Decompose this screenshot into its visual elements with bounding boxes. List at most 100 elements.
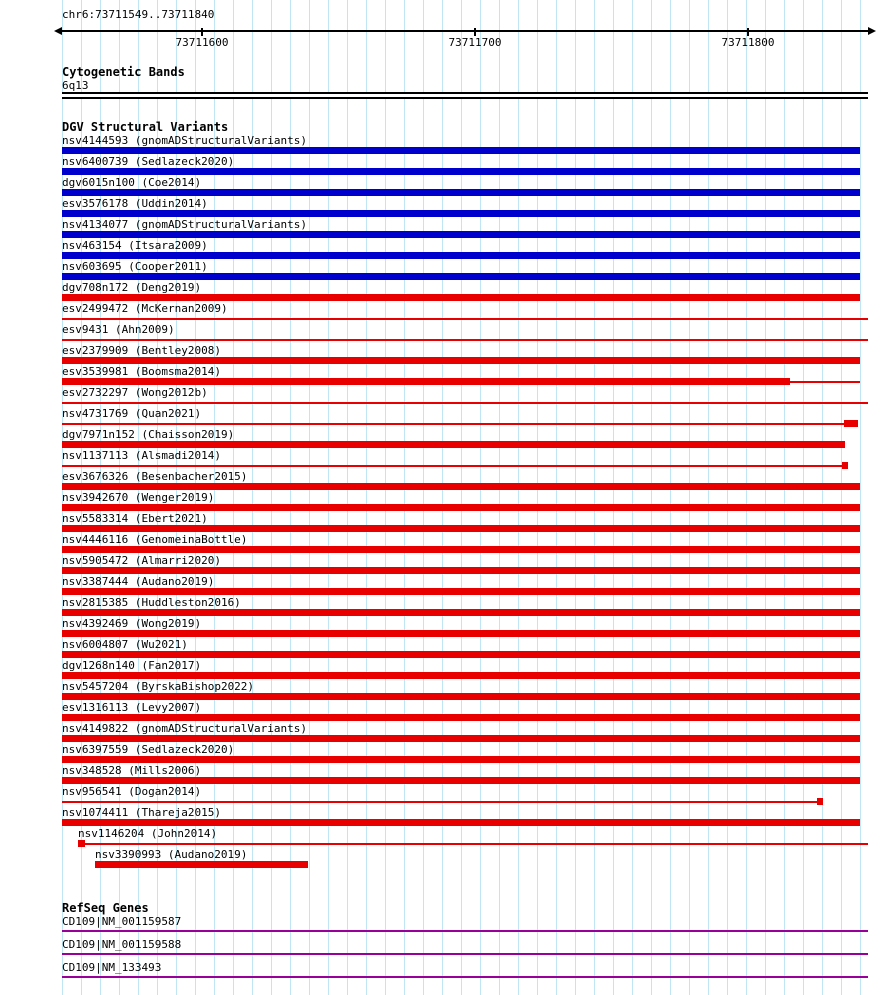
ruler-right-arrow-icon (868, 27, 876, 35)
variant-glyph[interactable] (62, 147, 868, 155)
variant-glyph[interactable] (62, 840, 868, 848)
variant-row: esv2732297 (Wong2012b) (62, 386, 868, 407)
variant-bar-thick[interactable] (844, 420, 858, 427)
variant-glyph[interactable] (62, 189, 868, 197)
variant-label: nsv4731769 (Quan2021) (62, 407, 202, 420)
variant-bar-thick[interactable] (62, 357, 860, 364)
cytoband-glyph[interactable] (62, 92, 868, 99)
variant-bar-thick[interactable] (62, 609, 860, 616)
variant-glyph[interactable] (62, 714, 868, 722)
coordinate-ruler: 73711600 73711700 73711800 (54, 27, 876, 49)
variant-label: esv2379909 (Bentley2008) (62, 344, 221, 357)
variant-row: nsv4731769 (Quan2021) (62, 407, 868, 428)
variant-glyph[interactable] (62, 462, 868, 470)
variant-glyph[interactable] (62, 210, 868, 218)
gene-line[interactable] (62, 930, 868, 932)
variant-bar-thin[interactable] (62, 339, 868, 341)
variant-label: nsv4392469 (Wong2019) (62, 617, 202, 630)
refseq-gene-list: CD109|NM_001159587 CD109|NM_001159588 CD10… (62, 915, 868, 984)
variant-bar-thick[interactable] (62, 441, 845, 448)
variant-bar-thick[interactable] (62, 168, 860, 175)
gene-line[interactable] (62, 976, 868, 978)
variant-bar-thick[interactable] (62, 546, 860, 553)
variant-bar-thick[interactable] (62, 210, 860, 217)
variant-glyph[interactable] (62, 336, 868, 344)
gene-label: CD109|NM_133493 (62, 961, 162, 974)
variant-glyph[interactable] (62, 399, 868, 407)
variant-bar-thick[interactable] (842, 462, 848, 469)
variant-bar-thick[interactable] (62, 294, 860, 301)
ruler-ticks: 73711600 73711700 73711800 (62, 28, 868, 49)
variant-bar-thin[interactable] (62, 318, 868, 320)
variant-row: nsv1146204 (John2014) (62, 827, 868, 848)
variant-bar-thin[interactable] (790, 381, 860, 383)
variant-bar-thick[interactable] (95, 861, 308, 868)
variant-bar-thick[interactable] (78, 840, 85, 847)
variant-glyph[interactable] (62, 777, 868, 785)
variant-glyph[interactable] (62, 609, 868, 617)
variant-glyph[interactable] (62, 357, 868, 365)
variant-bar-thick[interactable] (62, 819, 860, 826)
variant-bar-thin[interactable] (62, 423, 844, 425)
variant-glyph[interactable] (62, 567, 868, 575)
variant-bar-thick[interactable] (62, 567, 860, 574)
variant-glyph[interactable] (62, 168, 868, 176)
variant-glyph[interactable] (62, 651, 868, 659)
variant-glyph[interactable] (62, 483, 868, 491)
variant-glyph[interactable] (62, 861, 868, 869)
variant-glyph[interactable] (62, 798, 868, 806)
variant-glyph[interactable] (62, 672, 868, 680)
variant-glyph[interactable] (62, 273, 868, 281)
variant-bar-thick[interactable] (62, 651, 860, 658)
variant-glyph[interactable] (62, 378, 868, 386)
variant-bar-thin[interactable] (62, 465, 848, 467)
variant-bar-thick[interactable] (62, 630, 860, 637)
ruler-tick (747, 28, 749, 36)
variant-row: esv1316113 (Levy2007) (62, 701, 868, 722)
variant-glyph[interactable] (62, 756, 868, 764)
variant-row: nsv6004807 (Wu2021) (62, 638, 868, 659)
variant-bar-thick[interactable] (62, 588, 860, 595)
variant-glyph[interactable] (62, 735, 868, 743)
variant-glyph[interactable] (62, 294, 868, 302)
variant-glyph[interactable] (62, 231, 868, 239)
variant-bar-thick[interactable] (62, 504, 860, 511)
variant-bar-thick[interactable] (62, 231, 860, 238)
variant-bar-thick[interactable] (817, 798, 823, 805)
variant-bar-thick[interactable] (62, 378, 790, 385)
variant-bar-thin[interactable] (62, 402, 868, 404)
variant-glyph[interactable] (62, 252, 868, 260)
variant-bar-thick[interactable] (62, 483, 860, 490)
variant-bar-thin[interactable] (62, 801, 823, 803)
variant-bar-thick[interactable] (62, 273, 860, 280)
variant-bar-thick[interactable] (62, 147, 860, 154)
variant-glyph[interactable] (62, 525, 868, 533)
grid-lines (62, 0, 868, 995)
cytoband-label: 6q13 (62, 79, 89, 92)
variant-glyph[interactable] (62, 546, 868, 554)
gene-line[interactable] (62, 953, 868, 955)
variant-bar-thick[interactable] (62, 714, 860, 721)
variant-label: esv2732297 (Wong2012b) (62, 386, 208, 399)
variant-glyph[interactable] (62, 693, 868, 701)
ruler-tick (474, 28, 476, 36)
variant-glyph[interactable] (62, 504, 868, 512)
variant-bar-thick[interactable] (62, 777, 860, 784)
variant-label: nsv3390993 (Audano2019) (95, 848, 248, 861)
variant-bar-thick[interactable] (62, 525, 860, 532)
variant-glyph[interactable] (62, 315, 868, 323)
variant-bar-thick[interactable] (62, 693, 860, 700)
variant-glyph[interactable] (62, 819, 868, 827)
variant-glyph[interactable] (62, 441, 868, 449)
variant-bar-thin[interactable] (85, 843, 868, 845)
variant-row: esv3576178 (Uddin2014) (62, 197, 868, 218)
variant-glyph[interactable] (62, 420, 868, 428)
variant-glyph[interactable] (62, 588, 868, 596)
variant-bar-thick[interactable] (62, 735, 860, 742)
variant-bar-thick[interactable] (62, 252, 860, 259)
variant-glyph[interactable] (62, 630, 868, 638)
variant-bar-thick[interactable] (62, 189, 860, 196)
variant-bar-thick[interactable] (62, 756, 860, 763)
variant-bar-thick[interactable] (62, 672, 860, 679)
